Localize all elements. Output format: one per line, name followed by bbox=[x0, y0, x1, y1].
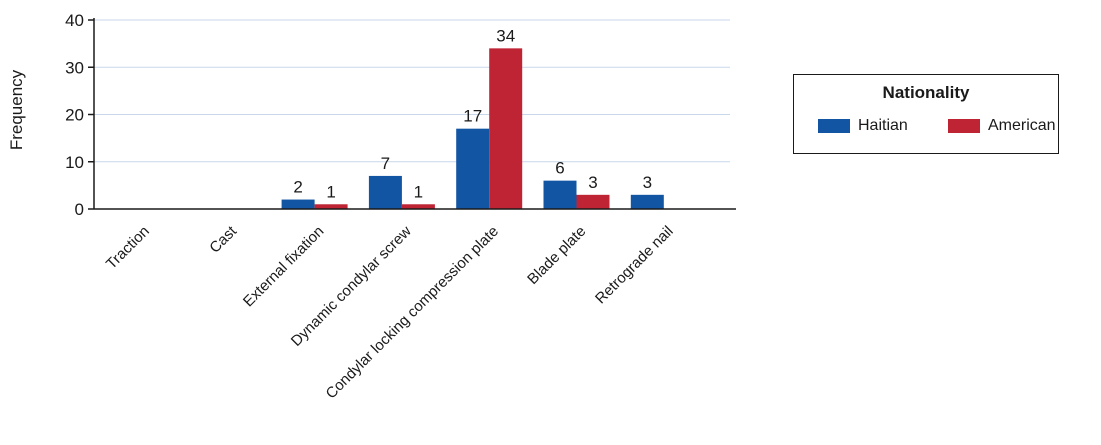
legend-label-american: American bbox=[988, 117, 1056, 134]
y-tick-label: 40 bbox=[65, 11, 84, 30]
legend-label-haitian: Haitian bbox=[858, 117, 908, 134]
data-label: 1 bbox=[414, 182, 423, 201]
y-tick-label: 30 bbox=[65, 58, 84, 77]
data-label: 3 bbox=[643, 173, 652, 192]
bar-haitian bbox=[368, 175, 402, 209]
y-tick-label: 0 bbox=[75, 200, 84, 219]
x-tick-label: Blade plate bbox=[524, 223, 589, 288]
data-label: 17 bbox=[463, 107, 482, 126]
data-label: 6 bbox=[555, 159, 564, 178]
legend-item-haitian: Haitian bbox=[818, 117, 908, 135]
bar-american bbox=[401, 204, 435, 209]
bar-haitian bbox=[281, 199, 315, 209]
legend-title: Nationality bbox=[882, 83, 970, 102]
legend-swatch-american bbox=[948, 119, 980, 133]
data-label: 34 bbox=[496, 26, 515, 45]
data-label: 3 bbox=[588, 173, 597, 192]
bars bbox=[281, 48, 664, 209]
data-label: 2 bbox=[293, 178, 302, 197]
x-tick-label: Condylar locking compression plate bbox=[323, 223, 502, 402]
x-tick-label: Cast bbox=[206, 222, 240, 256]
x-tick-label: External fixation bbox=[240, 223, 327, 310]
legend: Nationality Haitian American bbox=[793, 74, 1059, 154]
x-tick-label: Traction bbox=[103, 223, 153, 273]
y-tick-label: 20 bbox=[65, 106, 84, 125]
bar-haitian bbox=[630, 194, 664, 209]
x-tick-label: Retrograde nail bbox=[592, 223, 677, 308]
legend-item-american: American bbox=[948, 117, 1056, 135]
bar-haitian bbox=[543, 180, 577, 209]
bar-american bbox=[314, 204, 348, 209]
grid-lines bbox=[94, 19, 730, 163]
bar-american bbox=[576, 194, 610, 209]
legend-swatch-haitian bbox=[818, 119, 850, 133]
data-label: 7 bbox=[381, 154, 390, 173]
y-axis-label: Frequency bbox=[7, 69, 26, 150]
y-tick-label: 10 bbox=[65, 153, 84, 172]
data-label: 1 bbox=[326, 182, 335, 201]
bar-american bbox=[489, 48, 523, 209]
bar-haitian bbox=[456, 128, 490, 209]
